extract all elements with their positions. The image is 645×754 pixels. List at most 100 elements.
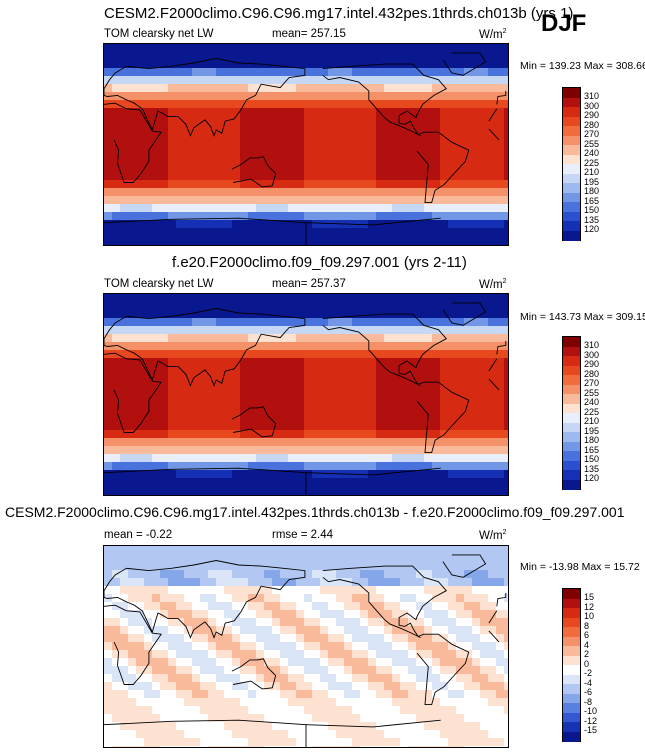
panel-2-minmax: Min = 143.73 Max = 309.15 <box>520 311 645 323</box>
colorbar-tick-label: 300 <box>584 100 600 111</box>
colorbar-swatch <box>563 684 580 694</box>
colorbar-swatch <box>563 636 580 647</box>
panel-2-title: f.e20.F2000climo.f09_f09.297.001 (yrs 2-… <box>172 254 467 271</box>
colorbar-swatch <box>563 116 580 127</box>
panel-3-minmax: Min = -13.98 Max = 15.72 <box>520 561 640 573</box>
map-field <box>104 546 508 747</box>
colorbar-swatch <box>563 617 580 628</box>
panel-1-mean: mean= 257.15 <box>272 28 346 40</box>
colorbar-tick-label: 150 <box>584 205 600 215</box>
colorbar-tick-label: 120 <box>584 473 600 483</box>
colorbar-tick-label: 0 <box>584 658 590 669</box>
colorbar-swatch <box>563 356 580 366</box>
units-exponent: 2 <box>502 278 507 285</box>
coastlines <box>104 302 507 495</box>
colorbar-tick-label: 165 <box>584 195 600 206</box>
colorbar-swatch <box>563 346 580 357</box>
colorbar-swatch <box>563 665 580 675</box>
colorbar-tick-label: 165 <box>584 444 600 455</box>
colorbar-swatch <box>563 107 580 117</box>
colorbar-swatch <box>563 88 580 98</box>
coastlines <box>104 52 507 245</box>
colorbar-swatch <box>563 712 580 723</box>
panel-2-field-label: TOM clearsky net LW <box>104 278 214 290</box>
colorbar-swatch <box>563 413 580 423</box>
colorbar-swatch <box>563 441 580 452</box>
colorbar-swatch <box>563 731 580 742</box>
colorbar-swatch <box>563 192 580 203</box>
colorbar-tick-label: 210 <box>584 167 600 177</box>
panel-3-mean: mean = -0.22 <box>104 529 173 541</box>
season-label: DJF <box>541 10 587 37</box>
field-shading <box>104 546 508 747</box>
colorbar-tick-label: 290 <box>584 110 600 120</box>
panel-1-minmax: Min = 139.23 Max = 308.66 <box>520 60 645 72</box>
colorbar-swatch <box>563 365 580 376</box>
colorbar-tick-label: 6 <box>584 630 590 640</box>
colorbar-swatch <box>563 384 580 395</box>
colorbar-swatch <box>563 97 580 108</box>
colorbar-tick-label: 255 <box>584 138 600 149</box>
colorbar-swatch <box>563 674 580 685</box>
colorbar-swatch <box>563 422 580 433</box>
colorbar-tick-label: 225 <box>584 157 600 168</box>
colorbar-swatch <box>563 598 580 609</box>
colorbar-tick-label: 280 <box>584 368 600 379</box>
colorbar-swatch <box>563 375 580 385</box>
colorbar-swatch <box>563 202 580 212</box>
colorbar-tick-label: 8 <box>584 620 590 631</box>
colorbar-tick-label: 135 <box>584 214 600 225</box>
colorbar-swatch <box>563 608 580 618</box>
colorbar-swatch <box>563 589 580 599</box>
panel-1-units: W/m2 <box>479 28 507 41</box>
colorbar-tick-label: 150 <box>584 454 600 464</box>
panel-3-units: W/m2 <box>479 529 507 542</box>
colorbar-tick-label: 270 <box>584 378 600 388</box>
colorbar-tick-label: -10 <box>584 706 598 716</box>
panel-1-field-label: TOM clearsky net LW <box>104 28 214 40</box>
units-exponent: 2 <box>502 28 507 35</box>
map-field <box>104 294 508 495</box>
colorbar-swatch <box>563 183 580 193</box>
colorbar-swatch <box>563 403 580 414</box>
field-shading <box>104 44 508 245</box>
colorbar-tick-label: 135 <box>584 463 600 474</box>
colorbar-tick-label: 10 <box>584 611 595 621</box>
panel-1-title: CESM2.F2000climo.C96.C96.mg17.intel.432p… <box>104 5 574 22</box>
colorbar-frame <box>562 588 581 742</box>
colorbar-tick-label: 195 <box>584 425 600 436</box>
colorbar-tick-label: 12 <box>584 601 595 612</box>
colorbar-swatch <box>563 479 580 490</box>
colorbar-tick-label: 225 <box>584 406 600 417</box>
panel-2-mean: mean= 257.37 <box>272 278 346 290</box>
colorbar-tick-label: 300 <box>584 349 600 360</box>
colorbar-tick-label: -12 <box>584 715 598 726</box>
units-text: W/m <box>479 529 503 542</box>
colorbar-tick-label: -15 <box>584 725 598 735</box>
panel-3-title: CESM2.F2000climo.C96.C96.mg17.intel.432p… <box>5 504 625 520</box>
colorbar-swatch <box>563 154 580 165</box>
colorbar-swatch <box>563 173 580 184</box>
colorbar-tick-label: -2 <box>584 668 593 678</box>
units-exponent: 2 <box>502 529 507 536</box>
colorbar-tick-label: 255 <box>584 387 600 398</box>
colorbar-swatch <box>563 646 580 656</box>
colorbar-tick-label: 195 <box>584 176 600 187</box>
colorbar-frame <box>562 336 581 490</box>
colorbar-tick-label: 290 <box>584 359 600 369</box>
colorbar-swatch <box>563 126 580 136</box>
colorbar-tick-label: 120 <box>584 224 600 234</box>
colorbar-swatch <box>563 627 580 637</box>
colorbar-swatch <box>563 394 580 404</box>
colorbar-tick-label: 310 <box>584 340 600 350</box>
units-text: W/m <box>479 28 503 41</box>
panel-3-rmse: rmse = 2.44 <box>272 529 334 541</box>
colorbar-tick-label: 280 <box>584 119 600 130</box>
map-field <box>104 44 508 245</box>
colorbar-swatch <box>563 230 580 241</box>
colorbar-tick-label: 240 <box>584 148 600 158</box>
colorbar-swatch <box>563 164 580 174</box>
colorbar-tick-label: 310 <box>584 91 600 101</box>
colorbar-tick-label: 15 <box>584 592 595 602</box>
colorbar-swatch <box>563 221 580 231</box>
